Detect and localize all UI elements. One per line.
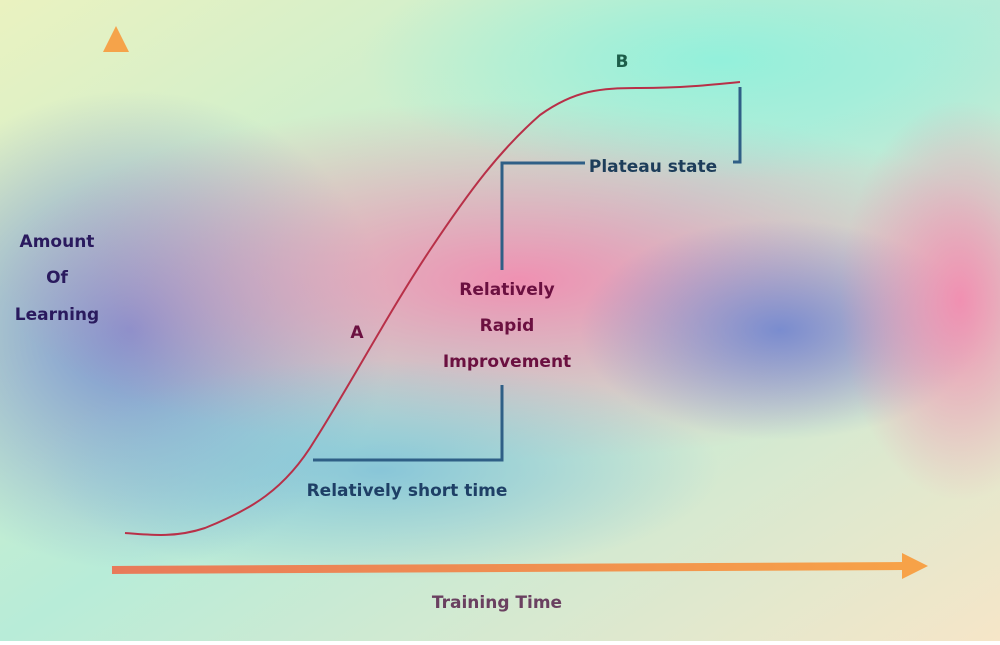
- annotation: Relatively short time: [307, 481, 508, 501]
- point-label: B: [616, 52, 629, 72]
- brackets: [313, 87, 742, 462]
- annotation: Relatively Rapid Improvement: [443, 280, 571, 372]
- point-label: A: [350, 323, 364, 343]
- axes: [103, 26, 928, 579]
- learning-curve: [124, 81, 741, 536]
- annotation-line: Rapid: [480, 316, 535, 336]
- y-label-line: Of: [46, 268, 68, 288]
- y-label-line: Amount: [20, 232, 95, 252]
- annotation-line: Relatively: [459, 280, 554, 300]
- y-axis-label: Amount Of Learning: [15, 232, 99, 325]
- annotation-line: Improvement: [443, 352, 571, 372]
- annotation: Plateau state: [589, 157, 717, 177]
- x-axis-label: Training Time: [432, 593, 562, 613]
- y-label-line: Learning: [15, 305, 99, 325]
